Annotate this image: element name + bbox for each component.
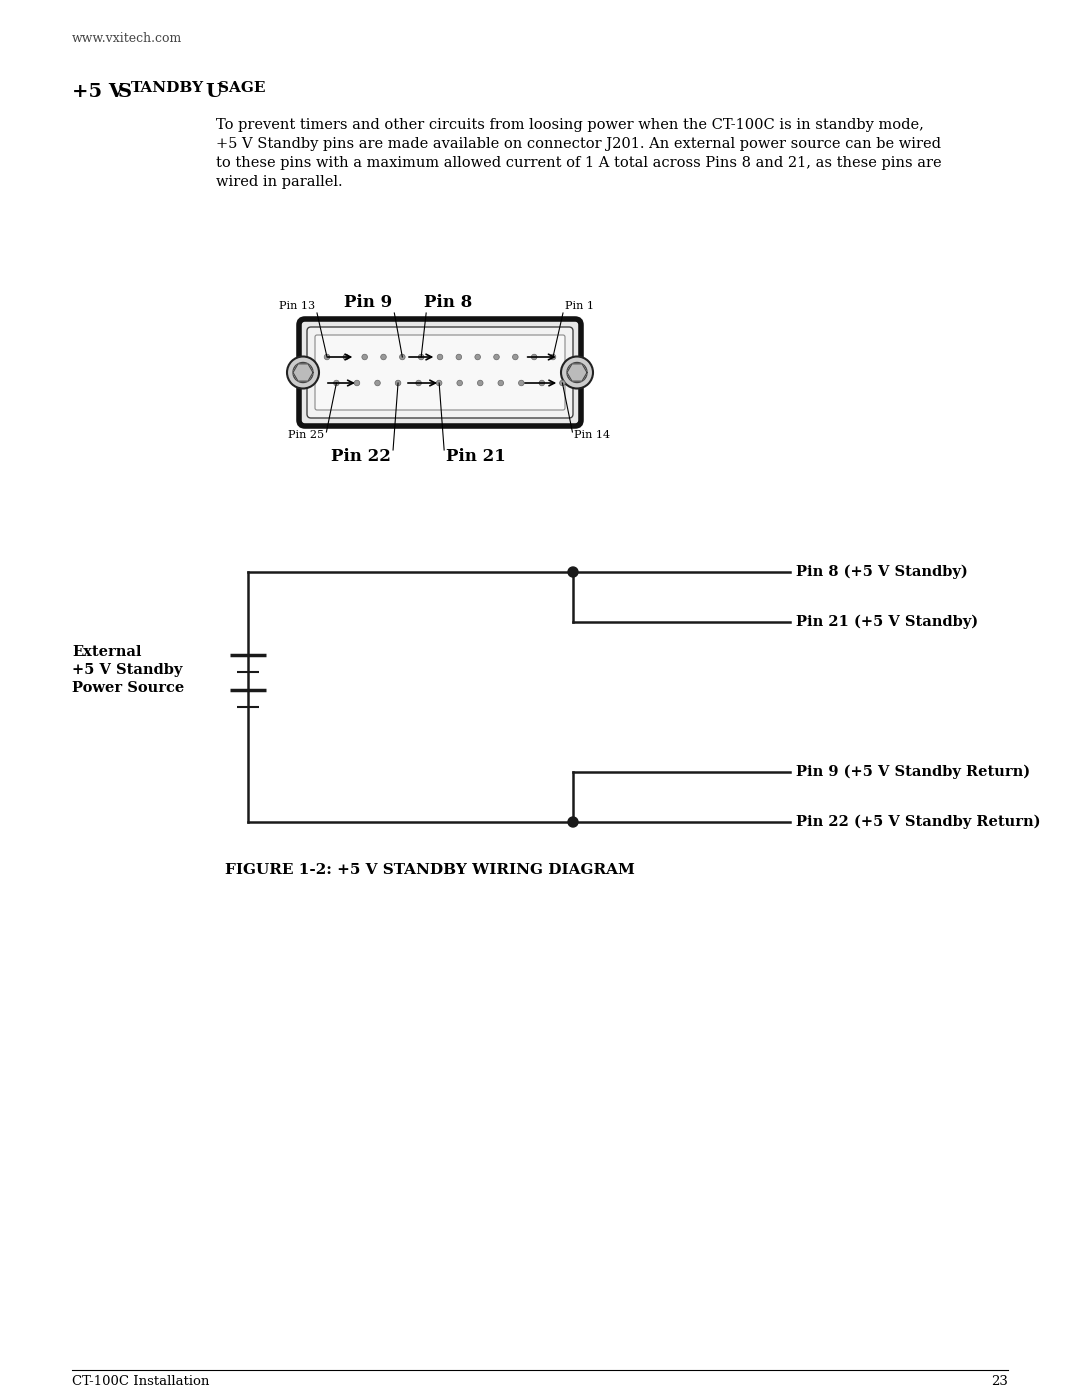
Text: Pin 1: Pin 1: [565, 300, 594, 312]
Circle shape: [395, 380, 401, 386]
Circle shape: [324, 355, 329, 360]
Text: To prevent timers and other circuits from loosing power when the CT-100C is in s: To prevent timers and other circuits fro…: [216, 117, 923, 131]
Circle shape: [400, 355, 405, 360]
Text: U: U: [205, 82, 221, 101]
Circle shape: [418, 355, 424, 360]
Text: +5 V: +5 V: [72, 82, 131, 101]
Text: SAGE: SAGE: [218, 81, 266, 95]
Circle shape: [380, 355, 387, 360]
Circle shape: [287, 356, 319, 388]
Circle shape: [436, 380, 442, 386]
Text: Pin 25: Pin 25: [288, 430, 324, 440]
FancyBboxPatch shape: [299, 319, 581, 426]
Text: 23: 23: [991, 1375, 1008, 1389]
Text: Pin 21: Pin 21: [446, 448, 505, 465]
Circle shape: [354, 380, 360, 386]
Text: Pin 22: Pin 22: [332, 448, 391, 465]
Circle shape: [437, 355, 443, 360]
Circle shape: [561, 356, 593, 388]
Text: +5 V Standby: +5 V Standby: [72, 664, 183, 678]
Circle shape: [475, 355, 481, 360]
Text: Pin 13: Pin 13: [279, 300, 315, 312]
Circle shape: [513, 355, 518, 360]
Circle shape: [362, 355, 367, 360]
Text: External: External: [72, 645, 141, 659]
Circle shape: [416, 380, 421, 386]
Circle shape: [531, 355, 537, 360]
Text: S: S: [118, 82, 132, 101]
Circle shape: [343, 355, 349, 360]
Text: wired in parallel.: wired in parallel.: [216, 175, 342, 189]
Text: Pin 9 (+5 V Standby Return): Pin 9 (+5 V Standby Return): [796, 764, 1030, 780]
Circle shape: [334, 380, 339, 386]
Circle shape: [550, 355, 556, 360]
Text: CT-100C Installation: CT-100C Installation: [72, 1375, 210, 1389]
Text: Pin 21 (+5 V Standby): Pin 21 (+5 V Standby): [796, 615, 978, 629]
Text: F​IGURE 1-2: +5 V S​TANDBY W​IRING D​IAGRAM: F​IGURE 1-2: +5 V S​TANDBY W​IRING D​IAG…: [225, 863, 635, 877]
Text: www.vxitech.com: www.vxitech.com: [72, 32, 183, 45]
Circle shape: [375, 380, 380, 386]
Circle shape: [567, 362, 588, 383]
Text: Pin 8 (+5 V Standby): Pin 8 (+5 V Standby): [796, 564, 968, 580]
Circle shape: [457, 380, 462, 386]
Circle shape: [568, 817, 578, 827]
Circle shape: [456, 355, 461, 360]
Circle shape: [498, 380, 503, 386]
Circle shape: [477, 380, 483, 386]
Text: Pin 9: Pin 9: [345, 293, 392, 312]
Polygon shape: [567, 363, 588, 381]
FancyBboxPatch shape: [307, 327, 573, 418]
Polygon shape: [293, 363, 313, 381]
FancyBboxPatch shape: [315, 335, 565, 409]
Text: Power Source: Power Source: [72, 680, 185, 694]
Circle shape: [494, 355, 499, 360]
Circle shape: [293, 362, 313, 383]
Text: +5 V Standby pins are made available on connector J201. An external power source: +5 V Standby pins are made available on …: [216, 137, 941, 151]
Circle shape: [568, 567, 578, 577]
Circle shape: [539, 380, 544, 386]
Text: Pin 8: Pin 8: [424, 293, 472, 312]
Text: TANDBY: TANDBY: [131, 81, 204, 95]
Text: to these pins with a maximum allowed current of 1 A total across Pins 8 and 21, : to these pins with a maximum allowed cur…: [216, 156, 942, 170]
Text: Pin 14: Pin 14: [575, 430, 610, 440]
Circle shape: [559, 380, 565, 386]
Text: Pin 22 (+5 V Standby Return): Pin 22 (+5 V Standby Return): [796, 814, 1040, 830]
Circle shape: [518, 380, 524, 386]
